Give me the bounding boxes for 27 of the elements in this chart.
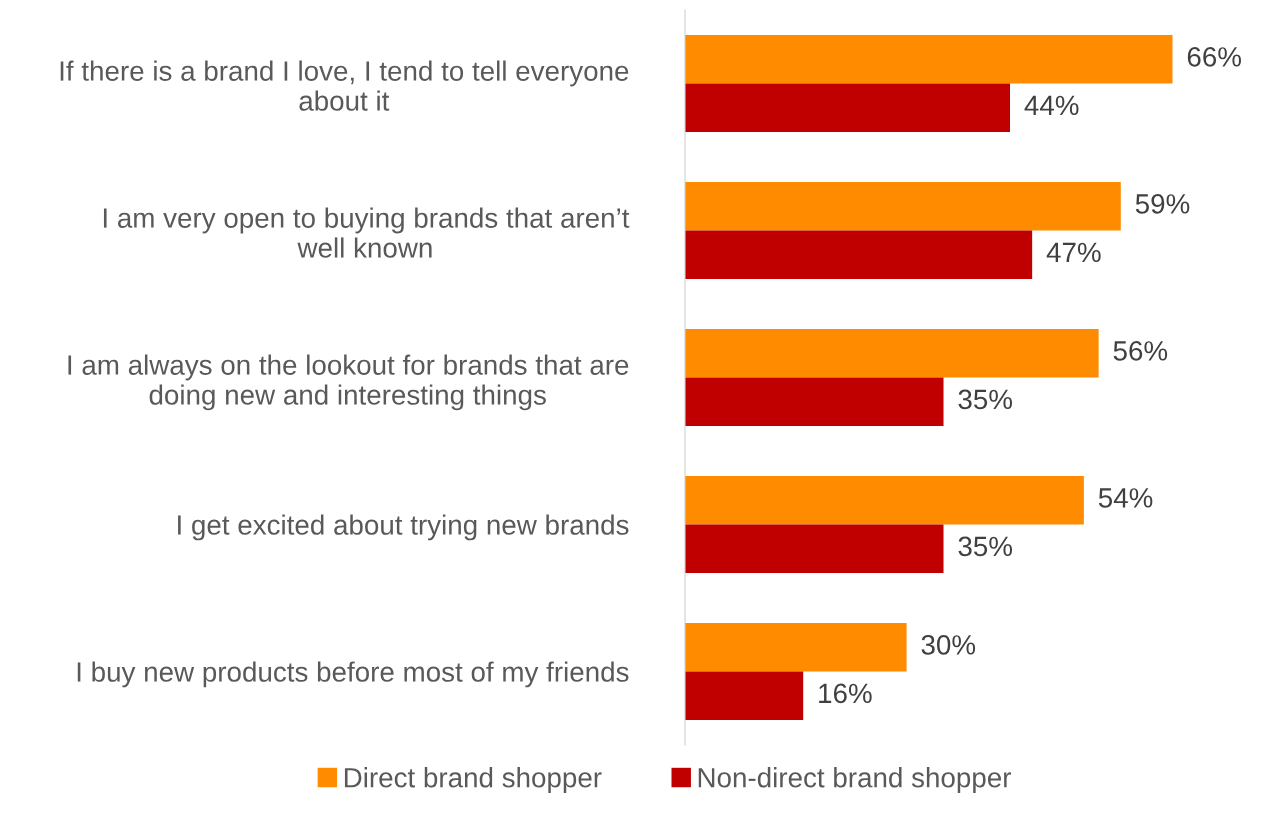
data-label: 66%: [1187, 47, 1241, 67]
data-label: 54%: [1098, 488, 1153, 508]
bar: [685, 230, 1033, 280]
data-label: 59%: [1135, 194, 1190, 214]
y-tick-label: I buy new products before most of my friends: [77, 661, 629, 688]
legend-label: Direct brand shopper: [344, 767, 602, 793]
bar: [685, 328, 1099, 378]
legend-label: Non-direct brand shopper: [698, 767, 1012, 793]
y-tick-label: If there is a brand I love, I tend to tell everyone about it: [60, 60, 629, 111]
bar: [685, 181, 1121, 231]
data-label: 16%: [819, 683, 872, 704]
data-label: 30%: [921, 635, 976, 655]
bar: [685, 622, 907, 672]
y-tick-label: I am always on the lookout for brands that are doing new and interesting things: [68, 354, 629, 411]
data-label: 56%: [1113, 341, 1168, 361]
data-label: 47%: [1046, 242, 1101, 263]
data-label: 35%: [958, 536, 1013, 557]
y-tick-label: I get excited about trying new brands: [178, 514, 629, 541]
bar: [685, 524, 944, 574]
bar: [685, 83, 1010, 133]
data-label: 44%: [1024, 95, 1079, 116]
bar: [685, 34, 1173, 84]
data-label: 35%: [958, 389, 1013, 410]
bar: [685, 671, 804, 721]
bar: [685, 475, 1084, 525]
bar: [685, 377, 944, 427]
y-tick-label: I am very open to buying brands that aren’t well known: [103, 207, 630, 258]
